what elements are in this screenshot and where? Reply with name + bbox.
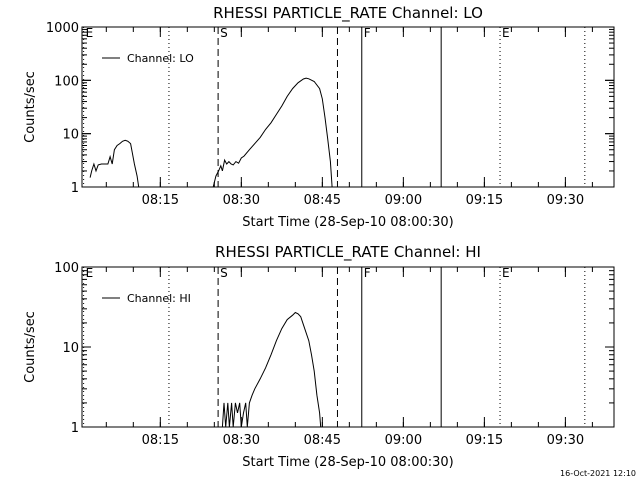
x-tick-label: 09:00 xyxy=(385,193,422,208)
x-tick-label: 09:30 xyxy=(547,193,584,208)
series-line-segment xyxy=(221,311,322,428)
series-line-segment xyxy=(89,139,140,188)
x-tick-label: 09:15 xyxy=(466,193,503,208)
y-tick-label: 1 xyxy=(71,181,79,196)
x-tick-label: 08:15 xyxy=(142,433,179,448)
event-marker-label: F xyxy=(364,266,371,280)
plot-frame xyxy=(81,26,615,188)
x-tick-label: 09:15 xyxy=(466,433,503,448)
event-marker-label: E xyxy=(86,266,94,280)
y-tick-label: 10 xyxy=(62,341,79,356)
y-tick-label: 100 xyxy=(54,74,79,89)
chart-title: RHESSI PARTICLE_RATE Channel: HI xyxy=(215,243,481,262)
x-tick-label: 08:15 xyxy=(142,193,179,208)
x-tick-label: 08:30 xyxy=(223,193,260,208)
event-marker-label: E xyxy=(502,266,510,280)
legend-label: Channel: HI xyxy=(127,292,191,305)
y-tick-label: 1 xyxy=(71,421,79,436)
y-axis-label: Counts/sec xyxy=(23,311,38,383)
x-axis-label: Start Time (28-Sep-10 08:00:30) xyxy=(242,215,453,230)
x-tick-label: 08:45 xyxy=(304,433,341,448)
event-marker-label: F xyxy=(364,26,371,40)
event-marker-label: S xyxy=(220,26,228,40)
legend-label: Channel: LO xyxy=(127,52,194,65)
x-tick-label: 09:00 xyxy=(385,433,422,448)
x-tick-label: 09:30 xyxy=(547,433,584,448)
x-tick-label: 08:30 xyxy=(223,433,260,448)
lo-channel-panel: RHESSI PARTICLE_RATE Channel: LO 1 10 100 10… xyxy=(23,4,615,230)
generation-timestamp: 16-Oct-2021 12:10 xyxy=(560,469,636,478)
x-tick-label: 08:45 xyxy=(304,193,341,208)
series-line-segment xyxy=(212,77,333,188)
hi-channel-panel: RHESSI PARTICLE_RATE Channel: HI 1 10 100 Co… xyxy=(23,243,615,470)
event-marker-label: E xyxy=(502,26,510,40)
y-tick-label: 1000 xyxy=(46,21,79,36)
y-tick-label: 10 xyxy=(62,128,79,143)
x-axis-label: Start Time (28-Sep-10 08:00:30) xyxy=(242,455,453,470)
event-marker-label: E xyxy=(86,26,94,40)
y-tick-label: 100 xyxy=(54,261,79,276)
event-marker-label: S xyxy=(220,266,228,280)
chart-title: RHESSI PARTICLE_RATE Channel: LO xyxy=(213,4,483,23)
plot-frame xyxy=(81,266,615,428)
y-axis-label: Counts/sec xyxy=(23,71,38,143)
